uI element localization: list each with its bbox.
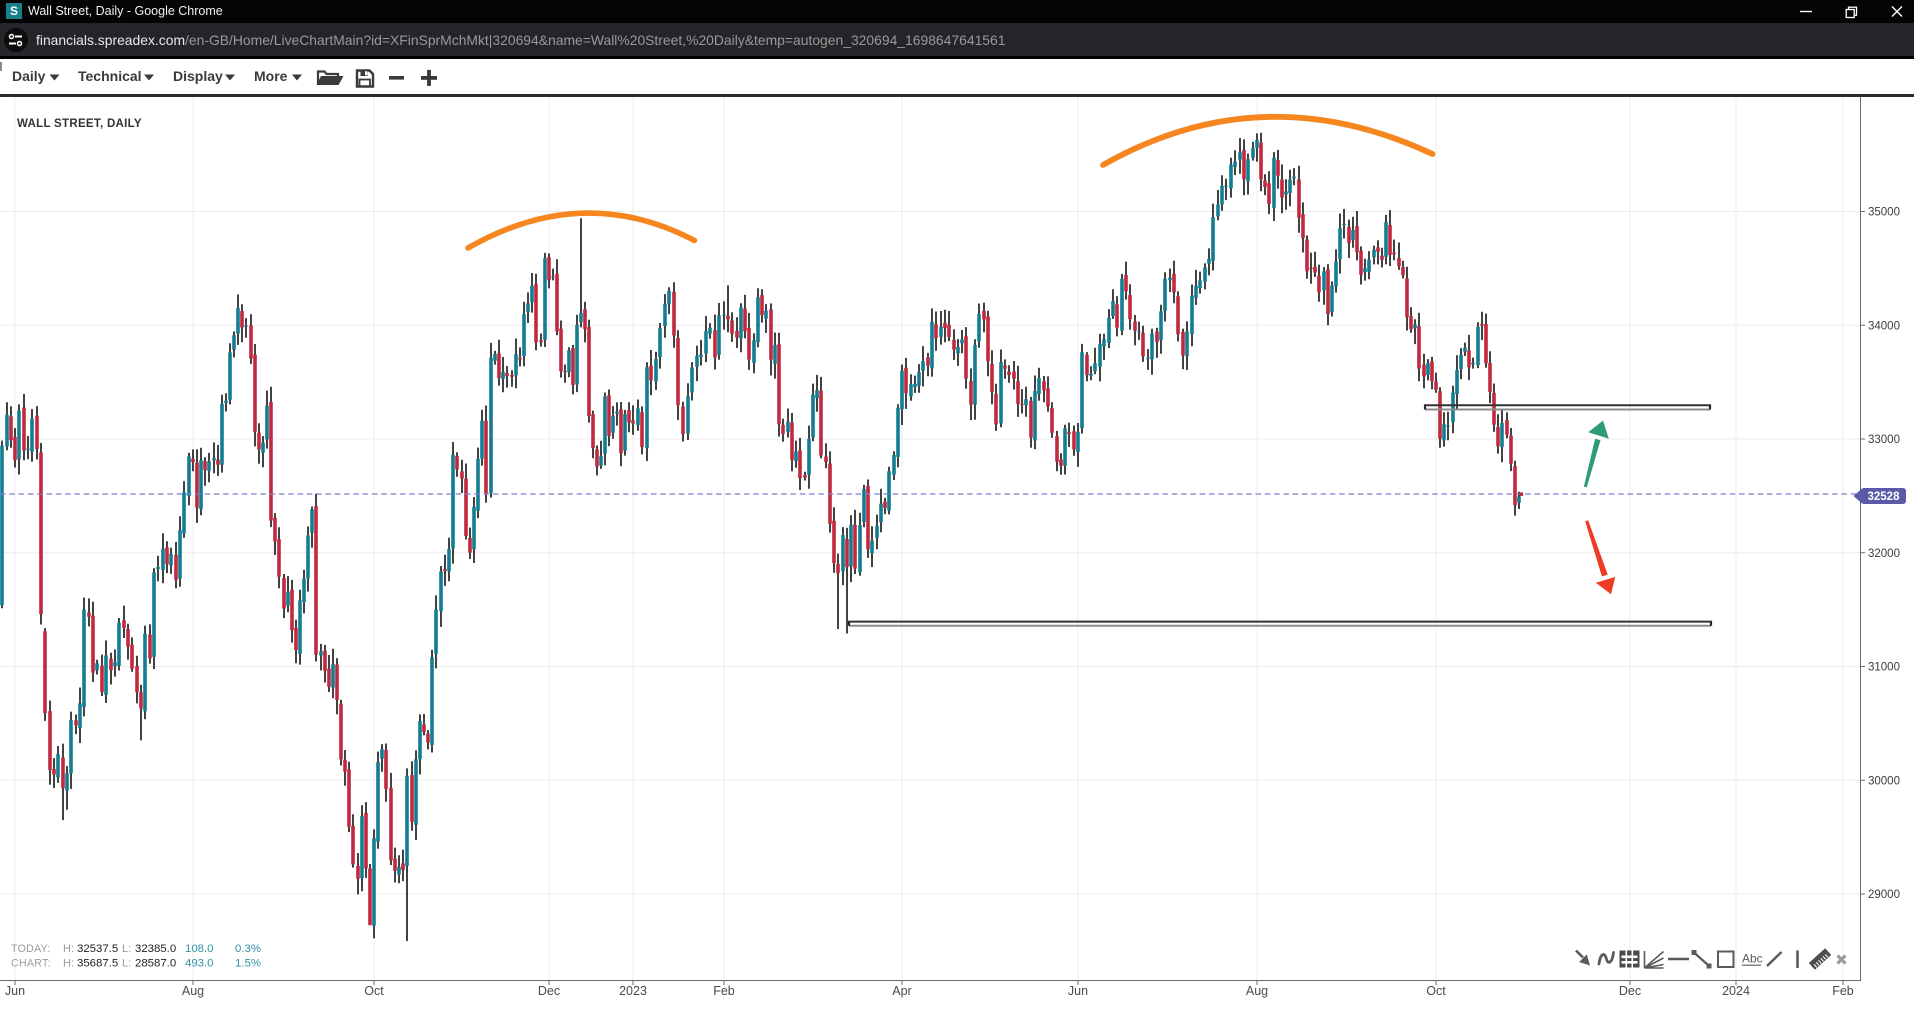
svg-text:35000: 35000 xyxy=(1868,207,1900,219)
svg-text:29000: 29000 xyxy=(1868,889,1900,901)
svg-text:Aug: Aug xyxy=(182,984,204,998)
svg-text:31000: 31000 xyxy=(1868,662,1900,674)
svg-text:Dec: Dec xyxy=(1619,984,1641,998)
svg-text:Feb: Feb xyxy=(713,984,735,998)
svg-text:L:: L: xyxy=(122,958,131,970)
svg-text:33000: 33000 xyxy=(1868,434,1900,446)
svg-text:H:: H: xyxy=(63,943,74,955)
svg-text:30000: 30000 xyxy=(1868,775,1900,787)
svg-text:Jun: Jun xyxy=(1068,984,1088,998)
svg-text:0.3%: 0.3% xyxy=(235,943,261,955)
svg-text:Aug: Aug xyxy=(1246,984,1268,998)
svg-text:Oct: Oct xyxy=(1426,984,1446,998)
svg-text:2023: 2023 xyxy=(619,984,647,998)
svg-text:32000: 32000 xyxy=(1868,548,1900,560)
svg-text:108.0: 108.0 xyxy=(185,943,214,955)
svg-text:L:: L: xyxy=(122,943,131,955)
svg-text:Dec: Dec xyxy=(538,984,560,998)
svg-text:Abc: Abc xyxy=(1742,952,1763,966)
svg-text:Feb: Feb xyxy=(1832,984,1854,998)
svg-text:WALL STREET, DAILY: WALL STREET, DAILY xyxy=(17,118,142,130)
svg-text:2024: 2024 xyxy=(1722,984,1750,998)
svg-text:32528: 32528 xyxy=(1868,491,1901,503)
svg-text:35687.5: 35687.5 xyxy=(77,958,118,970)
svg-text:32385.0: 32385.0 xyxy=(135,943,176,955)
svg-text:Oct: Oct xyxy=(364,984,384,998)
svg-text:34000: 34000 xyxy=(1868,320,1900,332)
svg-text:CHART:: CHART: xyxy=(11,958,51,970)
svg-text:Jun: Jun xyxy=(5,984,25,998)
svg-text:TODAY:: TODAY: xyxy=(11,943,51,955)
svg-text:32537.5: 32537.5 xyxy=(77,943,118,955)
svg-text:28587.0: 28587.0 xyxy=(135,958,176,970)
svg-text:1.5%: 1.5% xyxy=(235,958,261,970)
svg-text:H:: H: xyxy=(63,958,74,970)
svg-text:Apr: Apr xyxy=(892,984,911,998)
svg-text:493.0: 493.0 xyxy=(185,958,214,970)
